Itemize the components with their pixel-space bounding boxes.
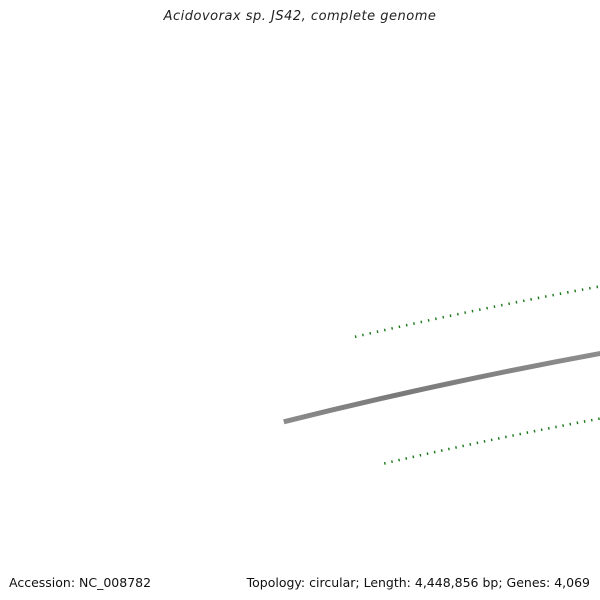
inner-tick [504, 435, 507, 439]
outer-tick [522, 299, 525, 303]
inner-tick [540, 428, 543, 432]
inner-tick [469, 442, 472, 446]
outer-tick [464, 311, 467, 315]
inner-tick [490, 438, 493, 442]
map-title: Acidovorax sp. JS42, complete genome [163, 9, 437, 24]
outer-tick [413, 322, 415, 325]
outer-tick [508, 302, 511, 306]
outer-tick [456, 312, 459, 316]
outer-tick [471, 309, 474, 313]
inner-tick [483, 439, 486, 443]
outer-tick-ring [354, 285, 599, 339]
inner-tick [433, 450, 436, 454]
outer-tick [486, 306, 489, 310]
inner-tick [412, 455, 415, 459]
inner-tick [555, 425, 557, 429]
outer-tick [420, 320, 423, 324]
inner-tick [519, 432, 522, 436]
outer-tick [398, 325, 401, 329]
inner-tick [426, 452, 429, 456]
inner-tick [476, 441, 479, 445]
outer-tick [383, 328, 386, 332]
inner-tick [440, 449, 443, 452]
outer-tick [354, 335, 357, 339]
topology-summary: Topology: circular; Length: 4,448,856 bp… [246, 575, 590, 590]
inner-tick [526, 431, 529, 435]
inner-tick [512, 434, 515, 437]
outer-tick [442, 315, 445, 319]
outer-tick [361, 333, 364, 337]
inner-tick [497, 436, 500, 440]
inner-tick [419, 453, 422, 457]
inner-tick [383, 461, 386, 465]
inner-tick-ring [383, 417, 600, 465]
outer-tick [405, 323, 408, 327]
outer-tick [434, 317, 437, 321]
outer-tick [500, 303, 503, 307]
outer-tick [391, 326, 394, 330]
inner-tick [547, 426, 550, 430]
inner-tick [455, 446, 457, 449]
outer-tick [376, 330, 379, 334]
genome-backbone [283, 351, 600, 425]
outer-tick [493, 305, 496, 309]
accession-text: Accession: NC_008782 [9, 575, 152, 590]
outer-tick [478, 308, 481, 312]
inner-tick [462, 444, 465, 448]
inner-tick [398, 458, 401, 462]
outer-tick [449, 314, 452, 318]
inner-tick [405, 457, 408, 460]
outer-tick [515, 300, 518, 304]
inner-tick [447, 447, 450, 451]
outer-tick [369, 331, 372, 335]
outer-tick [530, 297, 533, 301]
outer-tick [537, 296, 540, 300]
inner-tick [391, 460, 393, 464]
inner-tick [533, 429, 536, 433]
outer-tick [427, 318, 430, 322]
